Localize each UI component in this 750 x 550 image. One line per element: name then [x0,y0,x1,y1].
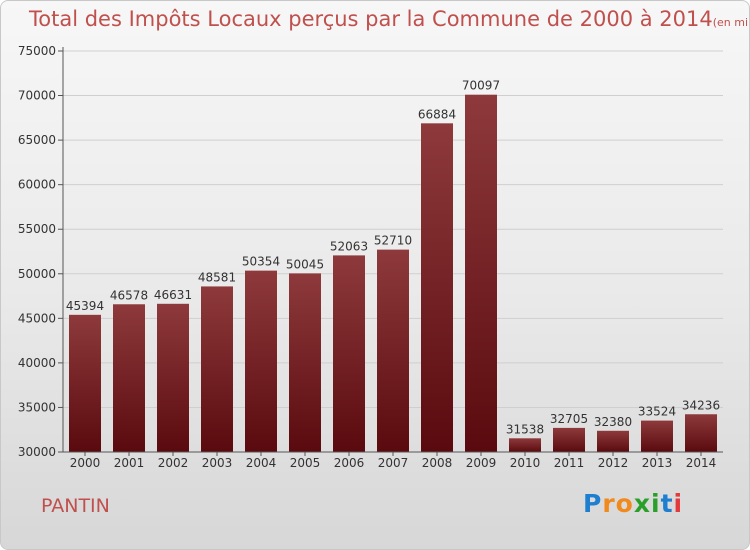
y-tick-label: 65000 [18,133,56,147]
x-tick-label: 2010 [510,456,541,470]
x-tick-label: 2007 [378,456,409,470]
data-label: 50354 [242,255,280,269]
bar [113,304,145,452]
x-tick-label: 2011 [554,456,585,470]
data-label: 31538 [506,422,544,436]
data-label: 45394 [66,299,104,313]
logo-letter: i [651,489,661,518]
bar [509,438,541,452]
bar [245,270,277,452]
bar [553,427,585,452]
proxiti-logo: Proxiti [583,489,683,518]
bars [69,94,717,453]
y-tick-label: 55000 [18,222,56,236]
logo-letter: P [583,489,603,518]
chart-title: Total des Impôts Locaux perçus par la Co… [29,7,749,31]
y-tick-label: 70000 [18,89,56,103]
x-axis: 2000 2001 2002 2003 2004 2005 2006 2007 2008 2009… [63,451,723,470]
y-tick-label: 35000 [18,400,56,414]
bar [69,314,101,452]
data-label: 33524 [638,405,676,419]
y-tick-label: 45000 [18,311,56,325]
x-tick-label: 2002 [158,456,189,470]
bar [333,255,365,452]
data-label: 34236 [682,398,720,412]
x-tick-label: 2003 [202,456,233,470]
data-labels: 45394 46578 46631 48581 50354 50045 52063 52710… [66,79,720,437]
data-label: 66884 [418,107,456,121]
y-tick-label: 40000 [18,356,56,370]
data-label: 52063 [330,239,368,253]
x-tick-label: 2000 [70,456,101,470]
bar [289,273,321,452]
y-tick-label: 60000 [18,178,56,192]
title-text: Total des Impôts Locaux perçus par la Co… [29,7,713,31]
bar [465,94,497,453]
x-tick-label: 2001 [114,456,145,470]
x-tick-label: 2014 [686,456,717,470]
data-label: 50045 [286,257,324,271]
logo-letter: t [660,489,674,518]
commune-name: PANTIN [41,495,110,517]
bar [685,414,717,452]
bar [597,430,629,452]
data-label: 52710 [374,234,412,248]
logo-letter: o [615,489,634,518]
data-label: 32705 [550,412,588,426]
x-tick-label: 2008 [422,456,453,470]
logo-letter: x [633,489,651,518]
bar [201,286,233,452]
logo-letter: r [602,489,616,518]
x-tick-label: 2006 [334,456,365,470]
y-tick-label: 30000 [18,445,56,459]
bar [641,420,673,452]
data-label: 46578 [110,288,148,302]
y-axis: 30000 35000 40000 45000 50000 55000 60000 65000… [18,44,64,459]
x-tick-label: 2013 [642,456,673,470]
bar [377,249,409,452]
y-tick-label: 50000 [18,267,56,281]
x-tick-label: 2012 [598,456,629,470]
data-label: 32380 [594,415,632,429]
data-label: 70097 [462,79,500,93]
x-tick-label: 2005 [290,456,321,470]
bar [421,123,453,453]
bar [157,303,189,452]
y-tick-label: 75000 [18,44,56,58]
x-tick-label: 2004 [246,456,277,470]
title-unit: (en milliers d'€) [712,16,749,29]
logo-letter: i [673,489,684,518]
data-label: 48581 [198,270,236,284]
x-tick-label: 2009 [466,456,497,470]
data-label: 46631 [154,288,192,302]
